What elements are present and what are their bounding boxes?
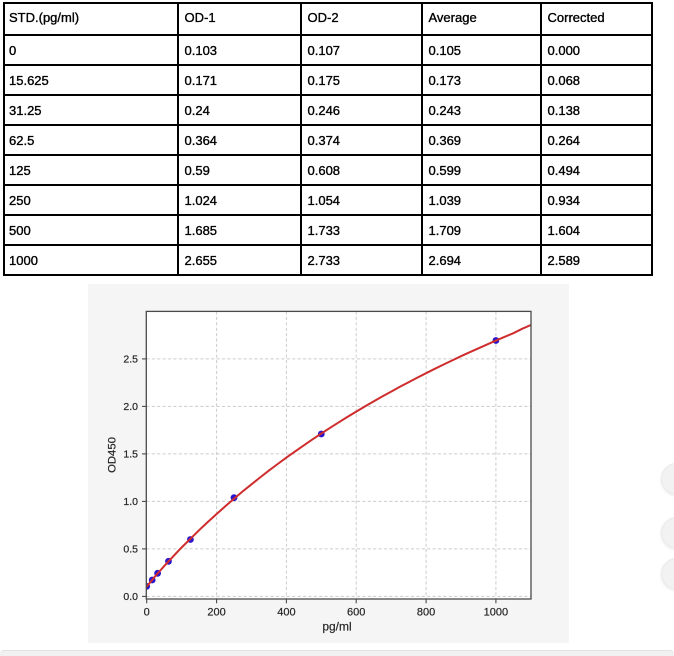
svg-text:400: 400 <box>277 607 295 619</box>
svg-text:2.0: 2.0 <box>123 401 138 413</box>
svg-text:0.5: 0.5 <box>123 544 138 556</box>
svg-text:200: 200 <box>207 607 225 619</box>
svg-text:2.5: 2.5 <box>123 354 138 366</box>
svg-text:1.5: 1.5 <box>123 449 138 461</box>
svg-text:600: 600 <box>347 607 365 619</box>
svg-text:800: 800 <box>417 607 435 619</box>
svg-text:1000: 1000 <box>484 607 508 619</box>
svg-text:0: 0 <box>144 607 150 619</box>
svg-text:0.0: 0.0 <box>123 591 138 603</box>
svg-text:OD450: OD450 <box>106 437 118 473</box>
svg-text:1.0: 1.0 <box>123 496 138 508</box>
svg-text:pg/ml: pg/ml <box>322 620 351 634</box>
